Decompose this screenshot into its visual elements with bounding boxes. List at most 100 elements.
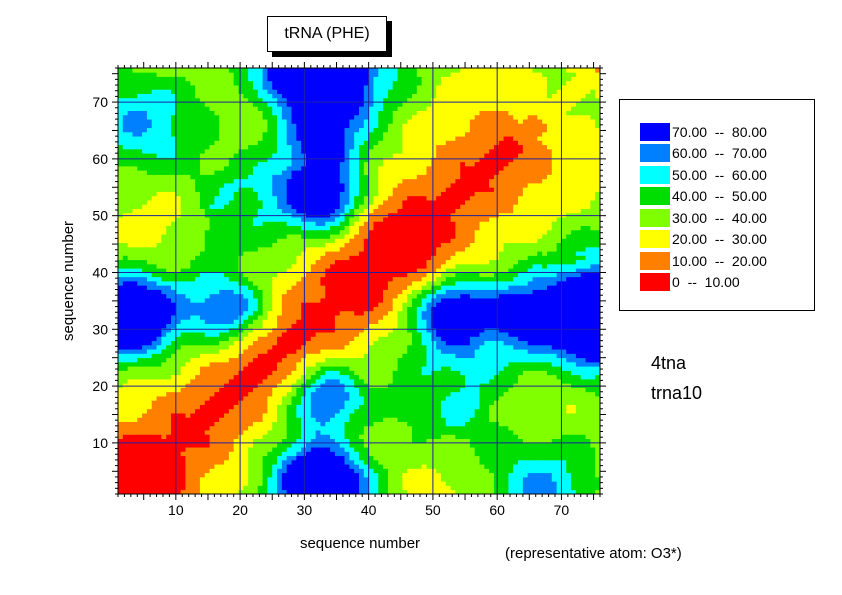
- heatmap-cell: [286, 396, 292, 401]
- heatmap-cell: [175, 85, 182, 90]
- heatmap-cell: [291, 417, 297, 422]
- heatmap-cell: [219, 272, 225, 278]
- heatmap-cell: [277, 242, 283, 248]
- heatmap-cell: [151, 408, 157, 414]
- heatmap-cell: [214, 464, 220, 469]
- heatmap-cell: [151, 349, 157, 354]
- heatmap-cell: [224, 459, 230, 465]
- heatmap-cell: [209, 476, 215, 482]
- heatmap-cell: [262, 114, 268, 120]
- heatmap-cell: [142, 204, 148, 209]
- heatmap-cell: [315, 306, 321, 312]
- heatmap-cell: [305, 276, 312, 282]
- heatmap-cell: [301, 144, 307, 150]
- heatmap-cell: [156, 285, 162, 290]
- heatmap-cell: [252, 285, 259, 290]
- heatmap-cell: [296, 455, 302, 461]
- heatmap-cell: [305, 353, 312, 359]
- heatmap-cell: [146, 387, 153, 393]
- heatmap-cell: [233, 225, 239, 231]
- heatmap-cell: [204, 366, 210, 371]
- heatmap-cell: [344, 102, 350, 107]
- heatmap-cell: [214, 161, 220, 167]
- heatmap-cell: [315, 178, 321, 184]
- heatmap-cell: [161, 323, 167, 329]
- heatmap-cell: [291, 174, 297, 180]
- heatmap-cell: [151, 361, 157, 367]
- heatmap-cell: [127, 80, 133, 86]
- heatmap-cell: [238, 259, 244, 265]
- heatmap-cell: [233, 374, 239, 380]
- heatmap-cell: [171, 136, 177, 141]
- heatmap-cell: [161, 161, 167, 167]
- heatmap-cell: [344, 281, 350, 286]
- heatmap-cell: [151, 102, 157, 107]
- heatmap-cell: [142, 476, 148, 482]
- heatmap-cell: [330, 161, 336, 167]
- heatmap-cell: [281, 298, 288, 303]
- heatmap-cell: [281, 136, 288, 141]
- heatmap-cell: [354, 378, 360, 384]
- heatmap-cell: [330, 442, 336, 448]
- heatmap-cell: [132, 229, 138, 235]
- heatmap-cell: [214, 361, 220, 367]
- heatmap-cell: [180, 281, 186, 286]
- heatmap-cell: [286, 123, 292, 129]
- heatmap-cell: [132, 102, 138, 107]
- heatmap-cell: [214, 336, 220, 342]
- heatmap-cell: [224, 157, 230, 163]
- heatmap-cell: [175, 165, 182, 171]
- heatmap-cell: [281, 89, 288, 94]
- heatmap-cell: [277, 293, 283, 299]
- heatmap-cell: [190, 148, 196, 154]
- heatmap-cell: [127, 327, 133, 333]
- heatmap-cell: [286, 391, 292, 397]
- heatmap-cell: [142, 361, 148, 367]
- heatmap-cell: [175, 319, 182, 324]
- heatmap-cell: [238, 442, 244, 448]
- heatmap-cell: [175, 102, 182, 107]
- heatmap-cell: [330, 447, 336, 452]
- heatmap-cell: [228, 281, 235, 286]
- heatmap-cell: [171, 80, 177, 86]
- heatmap-cell: [146, 114, 153, 120]
- heatmap-cell: [277, 110, 283, 116]
- heatmap-cell: [127, 187, 133, 192]
- heatmap-cell: [339, 242, 345, 248]
- heatmap-cell: [286, 153, 292, 158]
- heatmap-cell: [190, 281, 196, 286]
- heatmap-cell: [156, 251, 162, 256]
- heatmap-cell: [118, 221, 124, 227]
- heatmap-cell: [175, 302, 182, 307]
- heatmap-cell: [195, 319, 201, 324]
- heatmap-cell: [330, 102, 336, 107]
- heatmap-cell: [185, 221, 191, 227]
- heatmap-cell: [209, 89, 215, 94]
- heatmap-cell: [330, 455, 336, 461]
- heatmap-cell: [281, 353, 288, 359]
- heatmap-cell: [243, 451, 249, 457]
- heatmap-cell: [320, 344, 326, 350]
- heatmap-cell: [233, 336, 239, 342]
- heatmap-cell: [248, 225, 254, 231]
- heatmap-cell: [310, 187, 317, 192]
- heatmap-cell: [349, 97, 355, 103]
- heatmap-cell: [195, 217, 201, 222]
- heatmap-cell: [224, 127, 230, 133]
- heatmap-cell: [166, 289, 172, 295]
- heatmap-cell: [286, 131, 292, 137]
- heatmap-cell: [339, 408, 345, 414]
- heatmap-cell: [118, 251, 124, 256]
- heatmap-cell: [243, 208, 249, 214]
- heatmap-cell: [262, 378, 268, 384]
- heatmap-cell: [146, 459, 153, 465]
- heatmap-cell: [190, 413, 196, 418]
- heatmap-cell: [238, 191, 244, 197]
- heatmap-cell: [171, 268, 177, 273]
- heatmap-cell: [185, 178, 191, 184]
- heatmap-cell: [224, 447, 230, 452]
- heatmap-cell: [132, 148, 138, 154]
- heatmap-cell: [151, 370, 157, 376]
- heatmap-cell: [156, 136, 162, 141]
- heatmap-cell: [175, 370, 182, 376]
